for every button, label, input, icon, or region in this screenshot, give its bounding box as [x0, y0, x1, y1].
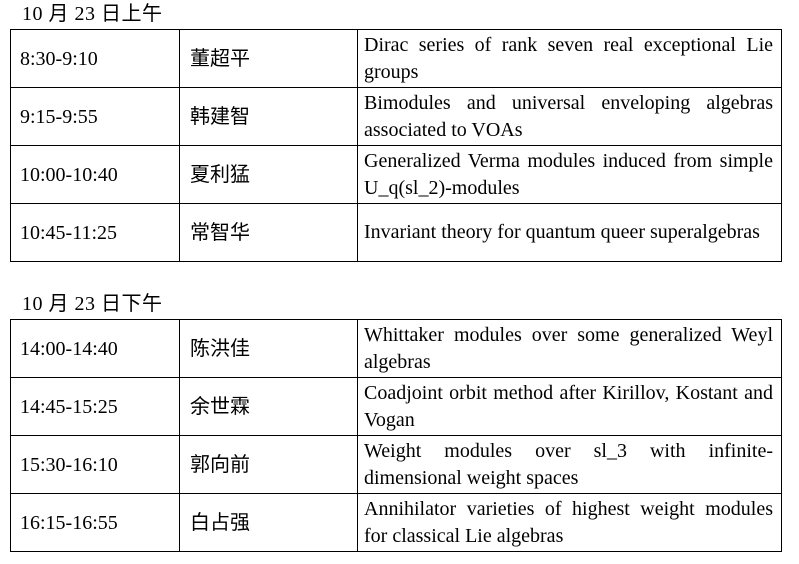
- schedule-table-morning: 8:30-9:10 董超平 Dirac series of rank seven…: [10, 29, 782, 262]
- session-title: Dirac series of rank seven real exceptio…: [357, 29, 782, 88]
- session-time: 10:45-11:25: [10, 203, 180, 262]
- table-row: 8:30-9:10 董超平 Dirac series of rank seven…: [10, 29, 782, 88]
- session-time: 15:30-16:10: [10, 435, 180, 494]
- session-speaker: 白占强: [179, 493, 358, 552]
- session-time: 16:15-16:55: [10, 493, 180, 552]
- table-row: 15:30-16:10 郭向前 Weight modules over sl_3…: [10, 435, 782, 494]
- session-time: 10:00-10:40: [10, 145, 180, 204]
- section-heading: 10 月 23 日下午: [22, 293, 163, 315]
- session-title: Whittaker modules over some generalized …: [357, 319, 782, 378]
- session-title: Generalized Verma modules induced from s…: [357, 145, 782, 204]
- section-heading: 10 月 23 日上午: [22, 3, 163, 25]
- session-speaker: 余世霖: [179, 377, 358, 436]
- session-title: Bimodules and universal enveloping algeb…: [357, 87, 782, 146]
- schedule-document: 10 月 23 日上午 8:30-9:10 董超平 Dirac series o…: [0, 3, 799, 552]
- session-speaker: 韩建智: [179, 87, 358, 146]
- session-speaker: 常智华: [179, 203, 358, 262]
- session-speaker: 郭向前: [179, 435, 358, 494]
- table-row: 10:00-10:40 夏利猛 Generalized Verma module…: [10, 145, 782, 204]
- table-row: 10:45-11:25 常智华 Invariant theory for qua…: [10, 203, 782, 262]
- section-afternoon: 10 月 23 日下午 14:00-14:40 陈洪佳 Whittaker mo…: [0, 293, 799, 552]
- session-title: Coadjoint orbit method after Kirillov, K…: [357, 377, 782, 436]
- session-speaker: 董超平: [179, 29, 358, 88]
- table-row: 14:00-14:40 陈洪佳 Whittaker modules over s…: [10, 319, 782, 378]
- session-time: 14:00-14:40: [10, 319, 180, 378]
- schedule-table-afternoon: 14:00-14:40 陈洪佳 Whittaker modules over s…: [10, 319, 782, 552]
- session-title: Invariant theory for quantum queer super…: [357, 203, 782, 262]
- session-time: 8:30-9:10: [10, 29, 180, 88]
- section-morning: 10 月 23 日上午 8:30-9:10 董超平 Dirac series o…: [0, 3, 799, 262]
- table-row: 16:15-16:55 白占强 Annihilator varieties of…: [10, 493, 782, 552]
- session-time: 14:45-15:25: [10, 377, 180, 436]
- session-title: Annihilator varieties of highest weight …: [357, 493, 782, 552]
- session-speaker: 陈洪佳: [179, 319, 358, 378]
- table-row: 9:15-9:55 韩建智 Bimodules and universal en…: [10, 87, 782, 146]
- table-row: 14:45-15:25 余世霖 Coadjoint orbit method a…: [10, 377, 782, 436]
- session-title: Weight modules over sl_3 with infinite-d…: [357, 435, 782, 494]
- session-time: 9:15-9:55: [10, 87, 180, 146]
- session-speaker: 夏利猛: [179, 145, 358, 204]
